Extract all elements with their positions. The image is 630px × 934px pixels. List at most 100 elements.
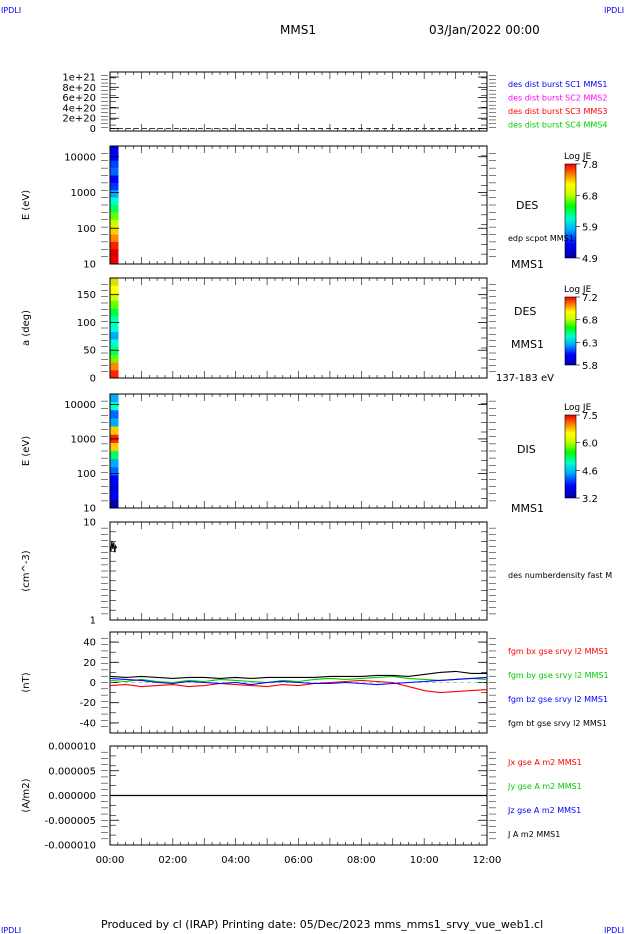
instrument-label: DES bbox=[514, 305, 536, 318]
y-tick-label: 1000 bbox=[71, 434, 96, 445]
instrument-label: DES bbox=[516, 199, 538, 212]
y-axis-label: (nT) bbox=[21, 672, 32, 692]
y-tick-label: 1e+21 bbox=[62, 73, 96, 84]
heatmap-cell bbox=[110, 153, 119, 162]
legend-entry: des dist burst SC2 MMS2 bbox=[508, 94, 607, 103]
corner-label-tl: IPDLI bbox=[1, 6, 21, 15]
y-tick-label: 10000 bbox=[64, 400, 96, 411]
legend-entry: Jx gse A m2 MMS1 bbox=[507, 758, 582, 767]
legend-entry: fgm bt gse srvy l2 MMS1 bbox=[508, 719, 607, 728]
x-tick-label: 08:00 bbox=[347, 855, 376, 866]
y-tick-label: 10 bbox=[83, 504, 96, 515]
colorbar-tick-label: 4.6 bbox=[582, 466, 598, 477]
y-tick-label: 0 bbox=[90, 678, 96, 689]
bfield-series-line bbox=[109, 675, 488, 684]
bfield-series-line bbox=[109, 676, 488, 686]
heatmap-cell bbox=[110, 190, 119, 198]
bottom-label: MMS1 bbox=[511, 502, 544, 515]
x-tick-label: 00:00 bbox=[96, 855, 125, 866]
y-tick-label: 100 bbox=[77, 318, 96, 329]
legend-entry: fgm bx gse srvy l2 MMS1 bbox=[508, 647, 609, 656]
heatmap-cell bbox=[110, 324, 119, 333]
y-tick-label: 0.000005 bbox=[48, 766, 96, 777]
y-tick-label: 0.000000 bbox=[48, 791, 96, 802]
heatmap-cell bbox=[110, 451, 119, 460]
heatmap-cell bbox=[110, 370, 119, 379]
colorbar-tick-label: 3.2 bbox=[582, 494, 598, 505]
heatmap-cell bbox=[110, 168, 119, 176]
heatmap-cell bbox=[110, 146, 119, 154]
colorbar-title: Log JE bbox=[564, 403, 592, 413]
heatmap-cell bbox=[110, 316, 119, 325]
heatmap-cell bbox=[110, 491, 119, 501]
panel-des-pitch bbox=[109, 277, 488, 379]
panel-des-energy bbox=[109, 145, 488, 265]
y-tick-label: -0.000010 bbox=[45, 841, 96, 852]
heatmap-cell bbox=[110, 234, 119, 243]
heatmap-cell bbox=[110, 362, 119, 371]
heatmap-cell bbox=[110, 293, 119, 302]
instrument-label: DIS bbox=[517, 443, 536, 456]
x-tick-label: 06:00 bbox=[284, 855, 313, 866]
heatmap-cell bbox=[110, 197, 119, 206]
panel-density bbox=[109, 521, 488, 621]
heatmap-cell bbox=[110, 475, 119, 484]
colorbar-tick-label: 7.8 bbox=[582, 160, 598, 171]
heatmap-cell bbox=[110, 467, 119, 476]
bfield-series-line bbox=[109, 670, 487, 680]
colorbar-tick-label: 6.8 bbox=[582, 316, 598, 327]
heatmap-cell bbox=[110, 331, 119, 340]
heatmap-cell bbox=[110, 182, 119, 191]
y-tick-label: -0.000005 bbox=[45, 816, 96, 827]
heatmap-cell bbox=[110, 301, 119, 310]
y-tick-label: 100 bbox=[77, 224, 96, 235]
legend-entry: des dist burst SC4 MMS4 bbox=[508, 121, 607, 130]
colorbar-tick-label: 7.5 bbox=[582, 411, 598, 422]
y-axis-label: E (eV) bbox=[21, 436, 32, 466]
header-spacecraft: MMS1 bbox=[280, 23, 316, 37]
colorbar-title: Log JE bbox=[564, 285, 592, 295]
y-tick-label: 10 bbox=[83, 260, 96, 271]
y-tick-label: 1000 bbox=[71, 188, 96, 199]
y-tick-label: 10 bbox=[83, 518, 96, 529]
y-tick-label: 10000 bbox=[64, 152, 96, 163]
footer-text: Produced by cl (IRAP) Printing date: 05/… bbox=[101, 918, 543, 931]
heatmap-cell bbox=[110, 308, 119, 317]
panel-burst bbox=[109, 71, 488, 132]
y-tick-label: 2e+20 bbox=[62, 114, 96, 125]
y-tick-label: 50 bbox=[83, 346, 96, 357]
heatmap-cell bbox=[110, 347, 119, 356]
heatmap-cell bbox=[110, 205, 119, 213]
legend-entry: des numberdensity fast M bbox=[508, 571, 612, 580]
heatmap-cell bbox=[110, 499, 119, 509]
y-axis-label: E (eV) bbox=[21, 190, 32, 220]
sub-label: edp scpot MMS1 bbox=[508, 234, 574, 243]
heatmap-cell bbox=[110, 402, 119, 411]
corner-label-br: IPDLI bbox=[604, 926, 624, 934]
colorbar-tick-label: 7.2 bbox=[582, 293, 598, 304]
y-axis-label: (A/m2) bbox=[21, 778, 32, 812]
legend-entry: des dist burst SC3 MMS3 bbox=[508, 107, 607, 116]
energy-range-label: 137-183 eV bbox=[496, 373, 554, 384]
bfield-series-line bbox=[109, 679, 488, 694]
spacecraft-label: MMS1 bbox=[511, 338, 544, 351]
y-tick-label: 150 bbox=[77, 290, 96, 301]
heatmap-cell bbox=[110, 339, 119, 348]
heatmap-cell bbox=[110, 442, 119, 452]
y-tick-label: 6e+20 bbox=[62, 93, 96, 104]
x-tick-label: 10:00 bbox=[410, 855, 439, 866]
heatmap-cell bbox=[110, 483, 119, 493]
colorbar bbox=[564, 296, 577, 366]
colorbar-tick-label: 6.8 bbox=[582, 191, 598, 202]
heatmap-cell bbox=[110, 285, 119, 294]
legend-entry: fgm bz gse srvy l2 MMS1 bbox=[508, 695, 608, 704]
colorbar-tick-label: 4.9 bbox=[582, 254, 598, 265]
heatmap-cell bbox=[110, 459, 119, 468]
bottom-label: MMS1 bbox=[511, 258, 544, 271]
x-tick-label: 02:00 bbox=[158, 855, 187, 866]
y-tick-label: 0 bbox=[90, 124, 96, 135]
heatmap-cell bbox=[110, 256, 119, 265]
heatmap-cell bbox=[110, 410, 119, 419]
density-series-line bbox=[109, 540, 118, 553]
